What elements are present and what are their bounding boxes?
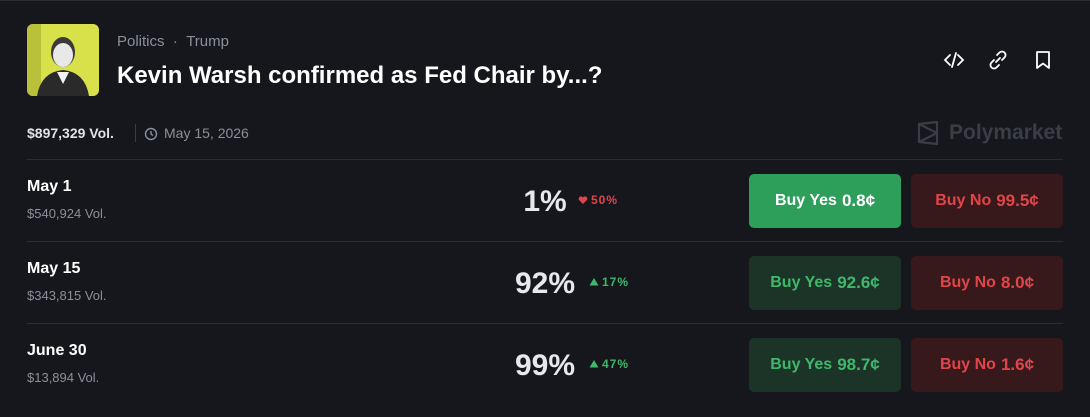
buy-yes-button[interactable]: Buy Yes 92.6¢ — [749, 256, 901, 310]
change: 50% — [578, 193, 618, 207]
separator — [135, 124, 136, 142]
end-date: May 15, 2026 — [164, 125, 249, 141]
brand-logo — [917, 120, 939, 146]
bookmark-icon[interactable] — [1031, 48, 1055, 72]
down-heart — [578, 196, 588, 204]
button-label: Buy Yes — [774, 192, 837, 209]
market-title: Kevin Warsh confirmed as Fed Chair by...… — [117, 62, 603, 89]
button-label: Buy No — [939, 356, 996, 373]
total-volume: $897,329 Vol. — [27, 125, 114, 141]
change: 47% — [589, 357, 629, 371]
buy-no-button[interactable]: Buy No 8.0¢ — [911, 256, 1063, 310]
tag[interactable]: Trump — [186, 33, 229, 50]
outcome-volume: $13,894 Vol. — [27, 370, 100, 385]
button-price: 98.7¢ — [837, 355, 880, 374]
buy-yes-button[interactable]: Buy Yes 98.7¢ — [749, 338, 901, 392]
market-image — [27, 24, 99, 96]
button-price: 8.0¢ — [1000, 273, 1035, 292]
breadcrumb: Politics · Trump — [117, 33, 229, 50]
outcome-volume: $540,924 Vol. — [27, 206, 107, 221]
outcome-name: May 1 — [27, 178, 72, 195]
row-divider — [27, 159, 1063, 160]
button-price: 1.6¢ — [1000, 355, 1035, 374]
change: 17% — [589, 275, 629, 289]
embed-icon[interactable] — [942, 48, 966, 72]
outcome-volume: $343,815 Vol. — [27, 288, 107, 303]
buy-no-button[interactable]: Buy No 99.5¢ — [911, 174, 1063, 228]
link-icon[interactable] — [986, 48, 1010, 72]
chance: 92% — [514, 267, 576, 300]
button-label: Buy No — [935, 192, 992, 209]
change-value: 47% — [602, 357, 630, 371]
outcome-name: June 30 — [27, 342, 87, 359]
buy-yes-button[interactable]: Buy Yes 0.8¢ — [749, 174, 901, 228]
clock-icon — [144, 127, 158, 141]
top-border — [0, 0, 1090, 1]
category[interactable]: Politics — [117, 33, 165, 50]
button-label: Buy Yes — [770, 356, 833, 373]
outcome-name: May 15 — [27, 260, 81, 277]
change-value: 50% — [591, 193, 619, 207]
change-value: 17% — [602, 275, 630, 289]
chance: 1% — [523, 185, 567, 218]
up-arrow — [589, 360, 599, 368]
row-divider — [27, 323, 1063, 324]
up-arrow — [589, 278, 599, 286]
buy-no-button[interactable]: Buy No 1.6¢ — [911, 338, 1063, 392]
chance: 99% — [514, 349, 576, 382]
button-price: 0.8¢ — [841, 191, 876, 210]
row-divider — [27, 241, 1063, 242]
button-price: 99.5¢ — [996, 191, 1039, 210]
button-price: 92.6¢ — [837, 273, 880, 292]
brand-name: Polymarket — [949, 121, 1063, 144]
button-label: Buy Yes — [770, 274, 833, 291]
button-label: Buy No — [939, 274, 996, 291]
